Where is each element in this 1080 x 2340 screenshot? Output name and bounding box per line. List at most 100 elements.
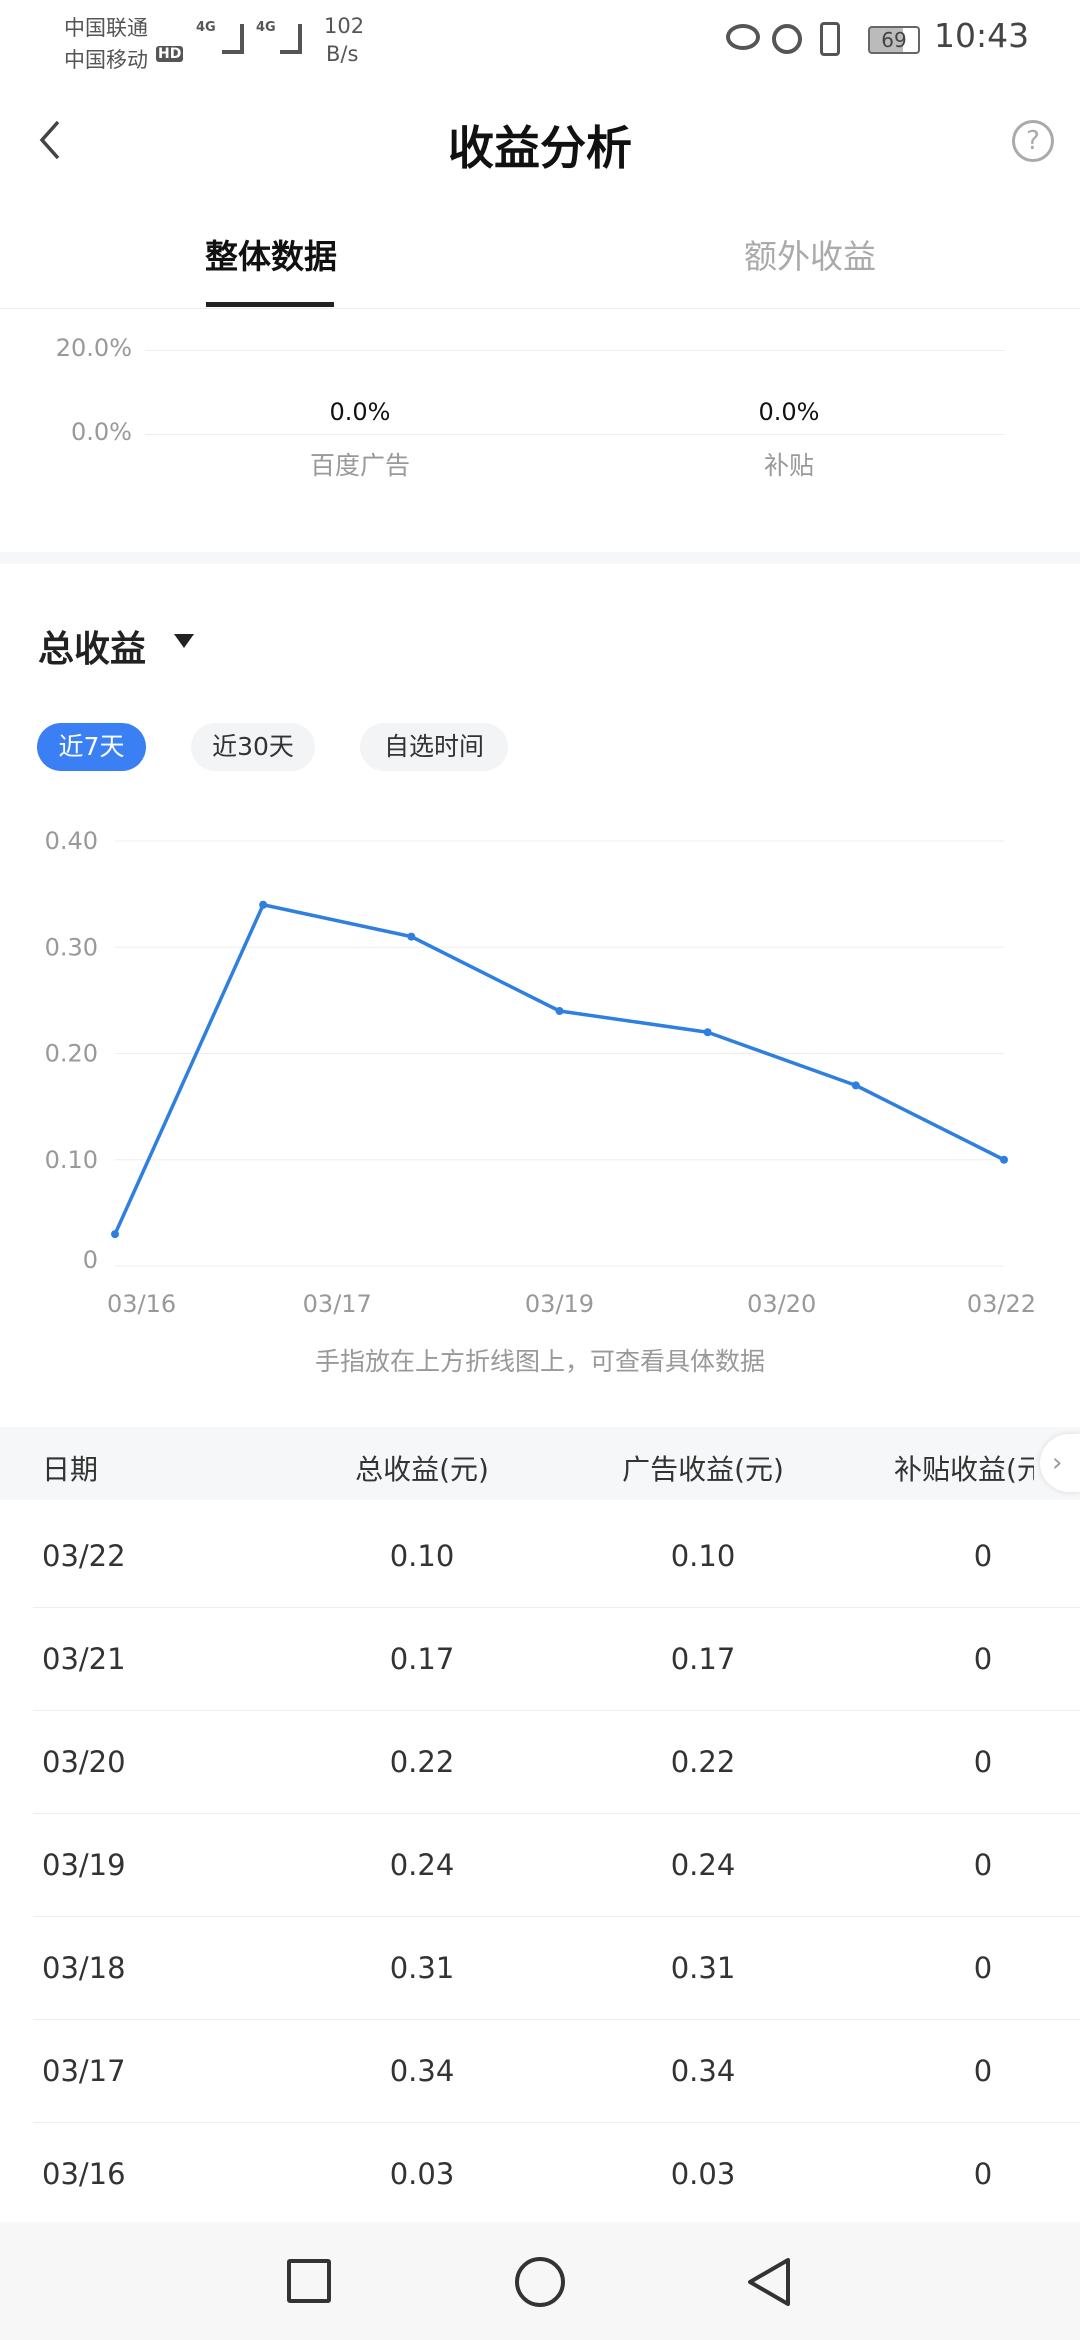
page-title: 收益分析 (448, 121, 632, 175)
y-tick-label: 0 (83, 1246, 98, 1274)
battery-icon: 69 (868, 26, 920, 54)
network-speed-unit: B/s (326, 42, 359, 66)
cell-subsidy: 0 (973, 1848, 993, 1882)
cell-date: 03/20 (42, 1745, 126, 1779)
cell-ad: 0.24 (670, 1848, 736, 1882)
chart-hint: 手指放在上方折线图上，可查看具体数据 (314, 1347, 765, 1376)
tab-indicator (206, 302, 334, 307)
hd-badge: HD (156, 46, 184, 62)
carrier-1: 中国联通 (64, 16, 148, 40)
col-header-subsidy: 补贴收益(元) (894, 1453, 1034, 1486)
data-point-03/18 (407, 932, 416, 941)
network-type-2: 4G (256, 20, 276, 35)
table-header (0, 1427, 1080, 1500)
table-row: 03/17 0.34 0.34 0 (0, 2020, 1080, 2123)
scroll-right-button[interactable]: › (1040, 1434, 1080, 1492)
divider (0, 308, 1080, 309)
carrier-2: 中国移动 (64, 48, 148, 72)
y-tick: 20.0% (55, 334, 132, 362)
data-point-03/21 (851, 1081, 860, 1090)
y-tick-label: 0.30 (45, 933, 98, 961)
cell-total: 0.22 (389, 1745, 455, 1779)
cell-date: 03/16 (42, 2157, 126, 2191)
x-tick-label: 03/17 (303, 1290, 372, 1318)
back-button[interactable] (36, 120, 64, 160)
row-divider (33, 2122, 1080, 2123)
data-point-03/17 (259, 900, 268, 909)
signal-icon (280, 24, 302, 54)
caret-down-icon[interactable] (174, 634, 194, 648)
cell-subsidy: 0 (973, 1951, 993, 1985)
x-tick-label: 03/16 (107, 1290, 176, 1318)
data-point-03/22 (1000, 1155, 1008, 1164)
subsidy-value: 0.0% (758, 398, 820, 426)
cell-subsidy: 0 (973, 2054, 993, 2088)
metric-selector[interactable]: 总收益 (38, 629, 147, 670)
table-row: 03/16 0.03 0.03 0 (0, 2123, 1080, 2226)
row-divider (33, 1607, 1080, 1608)
cell-date: 03/18 (42, 1951, 126, 1985)
data-point-03/19 (555, 1007, 564, 1015)
x-tick-label: 03/20 (747, 1290, 816, 1318)
tab-extra[interactable]: 额外收益 (744, 237, 876, 276)
cell-date: 03/17 (42, 2054, 126, 2088)
table-row: 03/21 0.17 0.17 0 (0, 1608, 1080, 1711)
clock: 10:43 (934, 16, 1030, 55)
y-tick-label: 0.10 (45, 1146, 98, 1174)
data-point-03/20 (703, 1028, 712, 1037)
col-header-ad: 广告收益(元) (622, 1453, 784, 1486)
cell-ad: 0.31 (670, 1951, 736, 1985)
signal-icon (222, 24, 244, 54)
home-button[interactable] (515, 2257, 565, 2307)
y-tick-label: 0.40 (45, 827, 98, 855)
range-7-days[interactable]: 近7天 (37, 723, 146, 771)
row-divider (33, 1813, 1080, 1814)
cell-total: 0.34 (389, 2054, 455, 2088)
col-header-date: 日期 (42, 1453, 99, 1486)
y-tick: 0.0% (71, 418, 132, 446)
cell-date: 03/22 (42, 1539, 126, 1573)
revenue-line-chart[interactable]: 0 0.10 0.20 0.30 0.40 03/16 03/17 03/19 03/20 03/… (0, 800, 1080, 1330)
vibrate-icon (820, 22, 840, 56)
baidu-ad-label: 百度广告 (309, 451, 410, 480)
series-line (113, 903, 1005, 1235)
gridline (145, 434, 1005, 435)
network-speed: 102 (324, 14, 365, 38)
col-header-total: 总收益(元) (355, 1453, 489, 1486)
range-30-days[interactable]: 近30天 (191, 723, 315, 771)
table-row: 03/20 0.22 0.22 0 (0, 1711, 1080, 1814)
row-divider (33, 1916, 1080, 1917)
cell-ad: 0.34 (670, 2054, 736, 2088)
cell-date: 03/19 (42, 1848, 126, 1882)
eye-icon (726, 24, 760, 50)
help-icon[interactable]: ? (1012, 120, 1054, 162)
cell-date: 03/21 (42, 1642, 126, 1676)
back-nav-button[interactable] (744, 2256, 794, 2308)
chevron-left-icon (39, 120, 60, 160)
table-row: 03/22 0.10 0.10 0 (0, 1505, 1080, 1608)
alarm-icon (772, 24, 802, 54)
cell-subsidy: 0 (973, 1642, 993, 1676)
cell-total: 0.03 (389, 2157, 455, 2191)
table-row: 03/18 0.31 0.31 0 (0, 1917, 1080, 2020)
y-tick-label: 0.20 (45, 1040, 98, 1068)
cell-subsidy: 0 (973, 1745, 993, 1779)
cell-total: 0.17 (389, 1642, 455, 1676)
cell-total: 0.10 (389, 1539, 455, 1573)
recents-button[interactable] (287, 2259, 331, 2303)
range-custom[interactable]: 自选时间 (360, 723, 508, 771)
network-type-1: 4G (196, 20, 216, 35)
cell-ad: 0.10 (670, 1539, 736, 1573)
data-point-03/16 (111, 1230, 119, 1239)
table-row: 03/19 0.24 0.24 0 (0, 1814, 1080, 1917)
cell-ad: 0.22 (670, 1745, 736, 1779)
cell-ad: 0.03 (670, 2157, 736, 2191)
section-separator (0, 552, 1080, 564)
x-tick-label: 03/22 (967, 1290, 1036, 1318)
row-divider (33, 2019, 1080, 2020)
cell-total: 0.31 (389, 1951, 455, 1985)
cell-subsidy: 0 (973, 1539, 993, 1573)
gridline (145, 350, 1005, 351)
cell-subsidy: 0 (973, 2157, 993, 2191)
tab-overall[interactable]: 整体数据 (205, 237, 337, 276)
